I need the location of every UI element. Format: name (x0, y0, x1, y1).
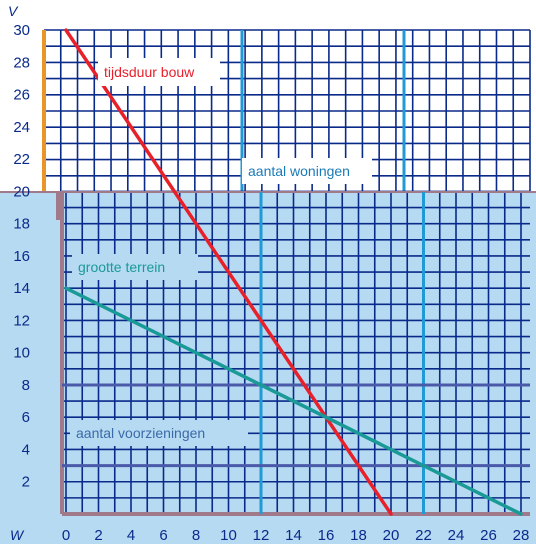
y-tick-label: 2 (22, 474, 30, 491)
x-tick-label: 18 (350, 527, 367, 544)
lower-panel-background (0, 192, 536, 544)
x-tick-label: 12 (253, 527, 270, 544)
y-tick-label: 24 (13, 119, 30, 136)
x-tick-label: 16 (318, 527, 335, 544)
annotation-label: aantal woningen (248, 163, 350, 179)
x-tick-label: 10 (220, 527, 237, 544)
x-tick-label: 22 (415, 527, 432, 544)
y-tick-label: 12 (13, 312, 30, 329)
x-tick-label: 4 (127, 527, 135, 544)
annotation-box (242, 158, 372, 184)
x-tick-label: 28 (513, 527, 530, 544)
series-line-1 (64, 286, 523, 516)
x-tick-label: 20 (383, 527, 400, 544)
x-tick-label: 0 (62, 527, 70, 544)
x-axis-label: W (10, 527, 25, 543)
x-tick-label: 6 (159, 527, 167, 544)
annotation-box (70, 420, 248, 446)
y-tick-label: 14 (13, 280, 30, 297)
series-lines (64, 28, 523, 516)
x-tick-label: 2 (94, 527, 102, 544)
y-tick-label: 4 (22, 441, 30, 458)
y-tick-label: 16 (13, 248, 30, 265)
x-tick-label: 8 (192, 527, 200, 544)
y-tick-label: 26 (13, 87, 30, 104)
y-tick-label: 18 (13, 216, 30, 233)
x-tick-label: 14 (285, 527, 302, 544)
y-tick-label: 10 (13, 345, 30, 362)
series-line-0 (64, 28, 393, 516)
x-tick-label: 26 (480, 527, 497, 544)
y-tick-label: 30 (13, 22, 30, 39)
y-tick-label: 22 (13, 151, 30, 168)
annotation-label: aantal voorzieningen (76, 425, 205, 441)
chart-text: 0 2 4 6 8 10 12 14 16 18 20 22 24 26 28246810121416182… (8, 3, 529, 544)
lower-panel (0, 190, 536, 544)
y-tick-label: 8 (22, 377, 30, 394)
y-tick-label: 20 (13, 183, 30, 200)
annotation-box (72, 254, 198, 280)
annotation-label: tijdsduur bouw (104, 64, 195, 80)
annotation-label: grootte terrein (78, 259, 165, 275)
y-tick-label: 28 (13, 54, 30, 71)
y-axis-label: V (8, 3, 19, 19)
y-tick-label: 6 (22, 409, 30, 426)
annotation-box (98, 58, 220, 86)
x-tick-label: 24 (448, 527, 465, 544)
